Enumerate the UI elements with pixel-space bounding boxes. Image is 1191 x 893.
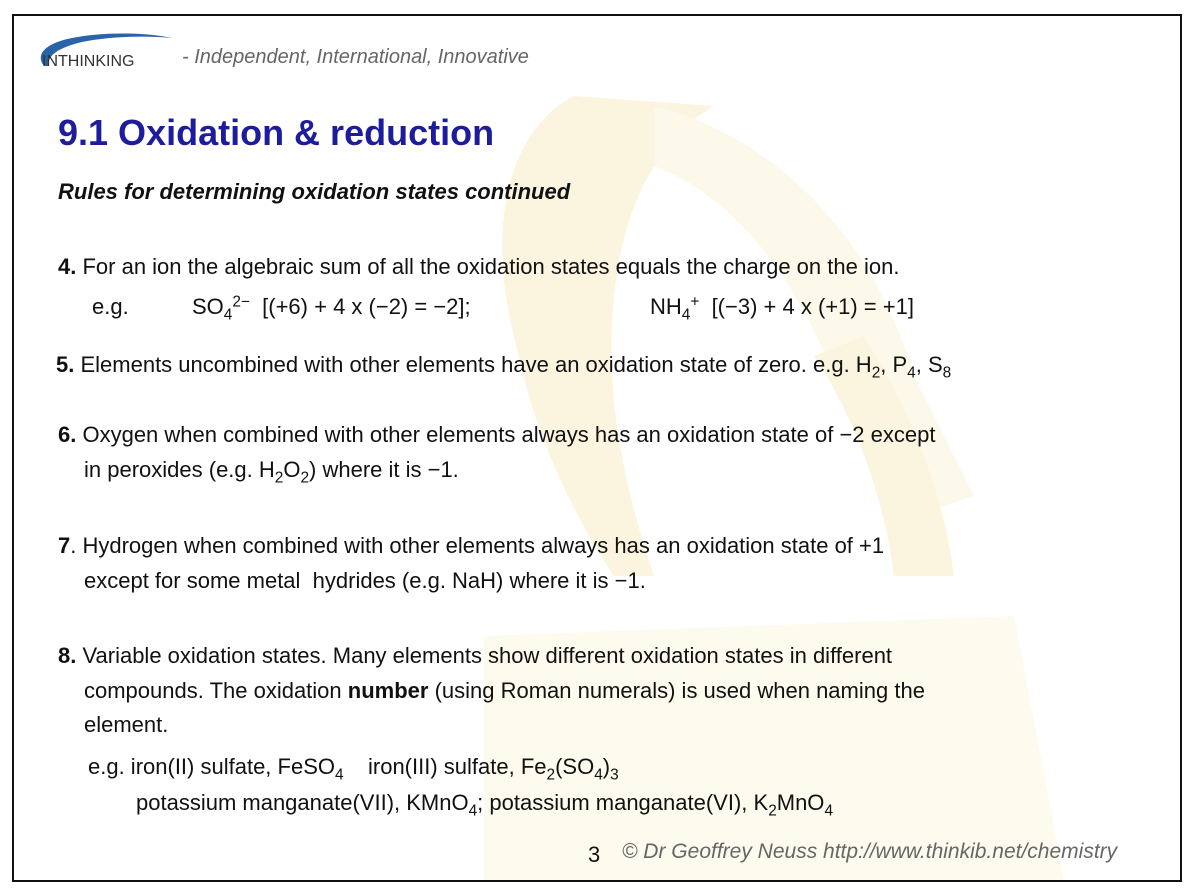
copyright: © Dr Geoffrey Neuss http://www.thinkib.n… — [622, 840, 1118, 863]
text-line: element. — [84, 712, 168, 738]
subscript: 2 — [546, 766, 556, 784]
watermark-graphic — [484, 96, 1064, 880]
text-segment: Elements uncombined with other elements … — [74, 352, 872, 377]
text-segment: [(+6) + 4 x (−2) = −2]; — [249, 294, 471, 319]
bold-text: 4. — [58, 254, 77, 279]
text-line: potassium manganate(VII), KMnO4; potassi… — [136, 790, 833, 820]
text-segment: O — [283, 457, 301, 482]
subscript: 4 — [594, 766, 603, 784]
text-line: compounds. The oxidation number (using R… — [84, 678, 925, 704]
text-line: NH4+ [(−3) + 4 x (+1) = +1] — [650, 293, 914, 324]
subscript: 4 — [681, 306, 691, 324]
bold-text: 7 — [58, 533, 71, 558]
bold-text: 6. — [58, 422, 77, 447]
bold-text: number — [347, 678, 429, 703]
bold-text: 8. — [58, 643, 77, 668]
text-segment: Variable oxidation states. Many elements… — [76, 643, 893, 668]
subscript: 4 — [334, 766, 344, 784]
text-segment: compounds. The oxidation — [84, 678, 348, 703]
superscript: 2− — [232, 293, 250, 311]
subscript: 4 — [468, 802, 478, 820]
text-segment: . Hydrogen when combined with other elem… — [70, 533, 885, 558]
text-segment: potassium manganate(VII), KMnO — [136, 790, 469, 815]
subscript: 3 — [610, 766, 619, 784]
text-segment: except for some metal hydrides (e.g. NaH… — [84, 568, 646, 593]
text-segment: NH — [650, 294, 682, 319]
svg-text:INTHINKING: INTHINKING — [42, 53, 134, 70]
text-line: 8. Variable oxidation states. Many eleme… — [58, 643, 892, 669]
text-segment: For an ion the algebraic sum of all the … — [76, 254, 900, 279]
text-segment: ) — [602, 754, 611, 779]
bold-text: 5. — [56, 352, 75, 377]
text-segment: iron(III) sulfate, Fe — [343, 754, 547, 779]
subtitle: Rules for determining oxidation states c… — [58, 179, 571, 204]
text-line: 5. Elements uncombined with other elemen… — [56, 352, 952, 382]
subscript: 2 — [768, 802, 777, 820]
text-segment: ) where it is −1. — [309, 457, 459, 482]
subscript: 8 — [942, 364, 952, 382]
text-line: e.g. — [92, 294, 129, 320]
subscript: 2 — [871, 364, 881, 382]
page-title: 9.1 Oxidation & reduction — [58, 112, 495, 153]
subscript: 4 — [824, 802, 833, 820]
text-segment: e.g. iron(II) sulfate, FeSO — [88, 754, 335, 779]
subscript: 4 — [223, 306, 233, 324]
subscript: 2 — [300, 469, 310, 487]
slide: INTHINKING - Independent, International,… — [12, 14, 1182, 882]
text-segment: ; potassium manganate(VI), K — [477, 790, 769, 815]
text-segment: in peroxides (e.g. H — [84, 457, 275, 482]
text-line: in peroxides (e.g. H2O2) where it is −1. — [84, 457, 459, 487]
page-number: 3 — [588, 842, 601, 867]
tagline: - Independent, International, Innovative — [182, 46, 529, 68]
superscript: + — [690, 293, 700, 311]
text-segment: (using Roman numerals) is used when nami… — [428, 678, 925, 703]
text-line: SO42− [(+6) + 4 x (−2) = −2]; — [192, 293, 471, 324]
text-line: 7. Hydrogen when combined with other ele… — [58, 533, 884, 559]
text-segment: SO — [192, 294, 224, 319]
text-segment: , S — [915, 352, 943, 377]
text-segment: [(−3) + 4 x (+1) = +1] — [699, 294, 914, 319]
text-segment: , P — [880, 352, 908, 377]
subscript: 2 — [274, 469, 284, 487]
text-line: 4. For an ion the algebraic sum of all t… — [58, 254, 899, 280]
text-line: except for some metal hydrides (e.g. NaH… — [84, 568, 646, 594]
text-segment: MnO — [776, 790, 825, 815]
text-segment: element. — [84, 712, 169, 737]
text-line: 6. Oxygen when combined with other eleme… — [58, 422, 935, 448]
text-segment: Oxygen when combined with other elements… — [76, 422, 936, 447]
text-segment: e.g. — [92, 294, 129, 319]
inthinking-logo: INTHINKING — [32, 26, 182, 75]
text-line: e.g. iron(II) sulfate, FeSO4 iron(III) s… — [88, 754, 619, 784]
subscript: 4 — [907, 364, 916, 382]
text-segment: (SO — [555, 754, 595, 779]
